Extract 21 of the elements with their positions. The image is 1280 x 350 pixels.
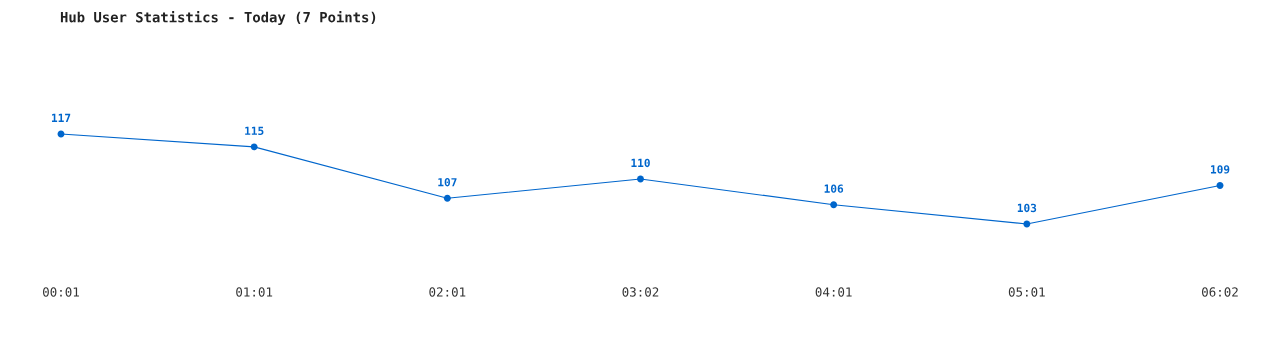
point (250, 143, 258, 151)
x-tick-label: 04:01 (815, 287, 852, 297)
data-label: 107 (438, 178, 457, 187)
point (1216, 181, 1224, 189)
point (443, 194, 451, 202)
data-label: 117 (51, 113, 71, 122)
point (830, 201, 838, 209)
data-label: 109 (1210, 165, 1230, 174)
x-tick-label: 00:01 (43, 287, 79, 297)
data-label: 110 (631, 158, 650, 168)
data-label: 103 (1017, 203, 1037, 213)
x-tick-label: 05:01 (1008, 287, 1045, 297)
x-tick-label: 06:02 (1202, 287, 1238, 297)
point (637, 175, 644, 183)
x-tick-label: 01:01 (236, 287, 273, 297)
data-label: 106 (824, 184, 844, 193)
x-tick-label: 02:01 (429, 287, 466, 297)
data-label: 115 (245, 126, 264, 135)
x-tick-label: 03:02 (622, 287, 659, 297)
chart-title: Hub User Statistics - Today (7 Points) (60, 10, 376, 26)
point (1023, 220, 1031, 228)
